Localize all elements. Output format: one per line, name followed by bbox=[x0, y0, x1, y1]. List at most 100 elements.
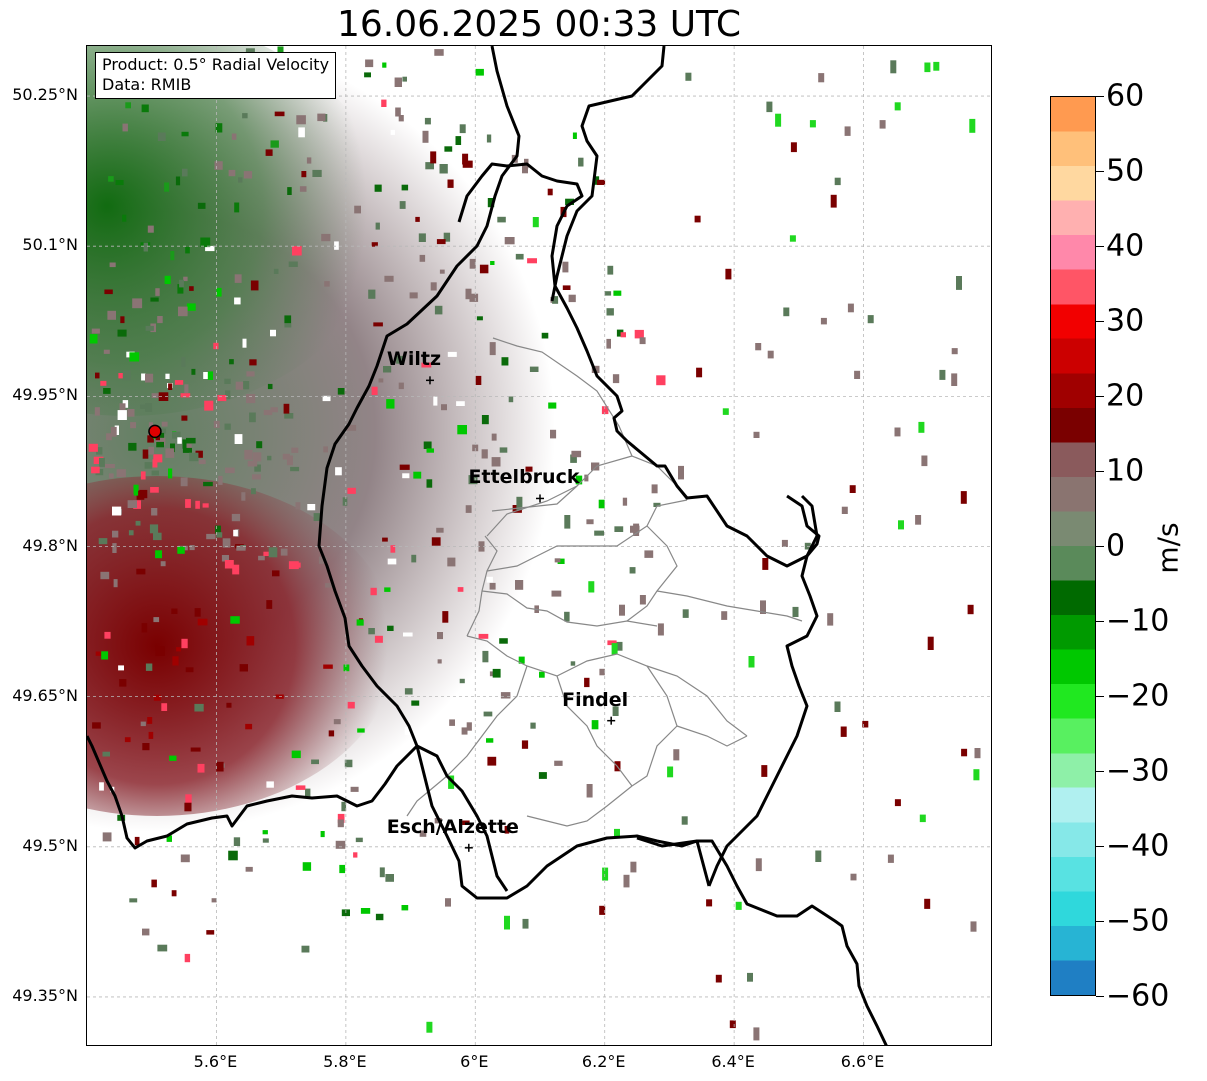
radar-bin bbox=[767, 350, 774, 359]
lat-tick-label: 49.95°N bbox=[12, 385, 78, 405]
radar-bin bbox=[343, 664, 350, 672]
radar-bin bbox=[203, 372, 209, 379]
radar-bin bbox=[185, 499, 191, 508]
radar-bin bbox=[170, 443, 175, 453]
radar-bin bbox=[630, 861, 637, 873]
product-label: Product: 0.5° Radial Velocity bbox=[102, 55, 330, 74]
radar-bin bbox=[215, 525, 221, 534]
radar-bin bbox=[119, 403, 126, 411]
radar-bin bbox=[268, 547, 278, 558]
radar-bin bbox=[486, 576, 493, 583]
radar-bin bbox=[164, 275, 171, 284]
radar-bin bbox=[177, 437, 182, 444]
radar-bin bbox=[177, 546, 185, 554]
radar-bin bbox=[762, 558, 769, 570]
radar-bin bbox=[475, 68, 484, 76]
radar-bin bbox=[302, 862, 312, 871]
radar-bin bbox=[924, 62, 931, 73]
radar-bin bbox=[657, 623, 664, 636]
radar-bin bbox=[91, 328, 100, 334]
radar-bin bbox=[267, 383, 273, 390]
radar-bin bbox=[246, 636, 255, 646]
radar-bin bbox=[165, 373, 170, 379]
city-label-findel: Findel bbox=[562, 688, 629, 711]
radar-bin bbox=[226, 702, 232, 708]
colorbar-tick-mark bbox=[1096, 996, 1104, 997]
radar-bin bbox=[133, 484, 139, 494]
radar-bin bbox=[130, 422, 136, 429]
colorbar-tick-mark bbox=[1096, 846, 1104, 847]
radar-bin bbox=[550, 429, 557, 439]
radar-bin bbox=[967, 604, 974, 615]
radar-bin bbox=[394, 77, 402, 87]
radar-map-canvas[interactable] bbox=[87, 46, 992, 1046]
radar-bin bbox=[387, 558, 397, 565]
radar-bin bbox=[456, 401, 465, 406]
lon-tick-label: 6.4°E bbox=[711, 1052, 755, 1071]
radar-bin bbox=[840, 726, 847, 737]
radar-bin bbox=[189, 286, 194, 291]
radar-bin bbox=[150, 297, 159, 302]
radar-bin bbox=[252, 474, 261, 480]
radar-bin bbox=[105, 464, 115, 469]
radar-bin bbox=[461, 727, 468, 735]
radar-bin bbox=[179, 279, 184, 288]
radar-bin bbox=[479, 264, 489, 274]
colorbar-tick-label: −30 bbox=[1106, 753, 1170, 789]
radar-bin bbox=[112, 506, 122, 516]
radar-map[interactable]: Product: 0.5° Radial Velocity Data: RMIB bbox=[86, 45, 992, 1046]
radar-bin bbox=[158, 392, 169, 401]
city-label-wiltz: Wiltz bbox=[386, 348, 442, 371]
radar-bin bbox=[449, 719, 455, 726]
lon-tick-label: 6°E bbox=[460, 1052, 489, 1071]
radar-bin bbox=[180, 854, 190, 863]
radar-bin bbox=[760, 600, 766, 614]
radar-bin bbox=[613, 290, 622, 296]
radar-bin bbox=[298, 127, 305, 138]
radar-bin bbox=[286, 455, 293, 466]
radar-bin bbox=[306, 157, 312, 164]
radar-bin bbox=[136, 568, 146, 575]
radar-bin bbox=[516, 496, 523, 511]
lat-tick-label: 49.35°N bbox=[12, 985, 78, 1005]
radar-bin bbox=[599, 905, 606, 915]
radar-bin bbox=[522, 918, 529, 929]
city-marker bbox=[464, 843, 473, 852]
radar-bin bbox=[634, 329, 644, 339]
radar-bin bbox=[312, 169, 322, 177]
radar-bin bbox=[594, 530, 604, 536]
radar-bin bbox=[815, 850, 822, 862]
city-label-ettelbruck: Ettelbruck bbox=[468, 466, 580, 489]
radar-bin bbox=[324, 281, 330, 287]
radar-bin bbox=[134, 836, 140, 846]
radar-bin bbox=[390, 129, 395, 135]
radar-bin bbox=[317, 113, 326, 122]
radar-bin bbox=[390, 545, 396, 553]
radar-bin bbox=[434, 49, 444, 56]
radar-bin bbox=[725, 268, 732, 280]
radar-bin bbox=[301, 171, 307, 178]
radar-bin bbox=[333, 719, 341, 725]
radar-bin bbox=[633, 523, 640, 536]
radar-bin bbox=[93, 456, 104, 464]
radar-bin bbox=[228, 850, 238, 861]
city-marker bbox=[425, 376, 434, 385]
radar-bin bbox=[155, 437, 166, 446]
radar-bin bbox=[790, 142, 797, 153]
radar-bin bbox=[198, 459, 206, 465]
radar-bin bbox=[466, 722, 472, 731]
radar-bin bbox=[370, 587, 377, 596]
radar-bin bbox=[445, 898, 451, 907]
colorbar-tick-label: −10 bbox=[1106, 603, 1170, 639]
map-title: 16.06.2025 00:33 UTC bbox=[336, 4, 742, 45]
radar-bin bbox=[321, 233, 331, 242]
radar-bin bbox=[430, 282, 437, 291]
lat-tick-label: 49.5°N bbox=[22, 835, 78, 855]
radar-bin bbox=[239, 664, 248, 672]
radar-bin bbox=[867, 315, 874, 324]
radar-bin bbox=[118, 665, 124, 671]
colorbar-tick-label: 0 bbox=[1106, 528, 1126, 564]
radar-bin bbox=[356, 619, 364, 626]
colorbar-tick-mark bbox=[1096, 771, 1104, 772]
radar-bin bbox=[504, 915, 510, 930]
